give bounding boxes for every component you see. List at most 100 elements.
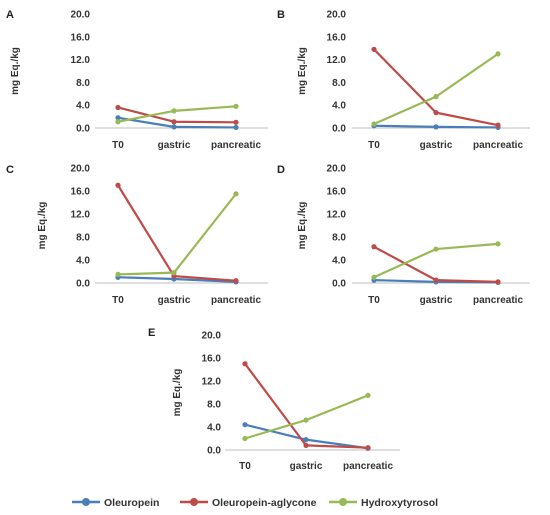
x-tick-label: gastric: [158, 295, 191, 306]
series-line: [373, 245, 499, 283]
legend-item-oleuropein: Oleuropein: [72, 497, 159, 509]
x-tick-label: T0: [239, 461, 251, 472]
x-tick-label: gastric: [420, 295, 453, 306]
x-tick-label: pancreatic: [473, 140, 523, 151]
x-tick-label: gastric: [420, 140, 453, 151]
data-point: [495, 51, 501, 57]
legend-swatch-marker: [190, 498, 198, 506]
x-tick-label: gastric: [290, 461, 323, 472]
data-point: [371, 46, 377, 52]
data-point: [233, 191, 239, 197]
chart-panel-c: Cmg Eq./kg 0.0 4.0 8.0 12.0 16.0 20.0 T0 gastric…: [6, 164, 268, 306]
y-tick-label: 0.0: [76, 124, 90, 135]
y-tick-label: 8.0: [332, 78, 346, 89]
data-point: [365, 392, 371, 398]
legend-item-hydroxytyrosol: Hydroxytyrosol: [329, 497, 438, 509]
data-point: [495, 241, 501, 247]
y-tick-label: 20.0: [71, 10, 91, 21]
y-tick-label: 0.0: [332, 279, 346, 290]
x-tick-label: T0: [112, 140, 124, 151]
y-tick-label: 16.0: [202, 354, 222, 365]
panel-letter: C: [6, 164, 14, 176]
series-line: [117, 184, 237, 282]
legend: Oleuropein Oleuropein-aglycone Hydroxytyro…: [72, 497, 438, 509]
panel-letter: E: [148, 327, 155, 339]
y-tick-label: 16.0: [71, 32, 91, 43]
y-tick-label: 4.0: [76, 101, 90, 112]
x-tick-label: T0: [368, 295, 380, 306]
series-oleuropein: [115, 115, 239, 131]
y-axis-label: mg Eq./kg: [297, 47, 308, 95]
data-point: [115, 182, 121, 188]
data-point: [171, 124, 177, 130]
y-tick-label: 8.0: [76, 233, 90, 244]
y-axis-label: mg Eq./kg: [172, 369, 183, 417]
chart-panel-d: Dmg Eq./kg 0.0 4.0 8.0 12.0 16.0 20.0 T0 gastric…: [277, 164, 530, 306]
series-hydroxytyrosol: [242, 392, 371, 442]
data-point: [242, 422, 248, 428]
series-oleuropein-aglycone: [242, 361, 371, 451]
y-tick-label: 20.0: [202, 331, 222, 342]
data-point: [433, 124, 439, 130]
y-tick-label: 4.0: [332, 256, 346, 267]
series-oleuropein-aglycone: [371, 46, 501, 128]
data-point: [371, 121, 377, 127]
data-point: [233, 278, 239, 284]
y-axis-label: mg Eq./kg: [10, 47, 21, 95]
legend-label: Oleuropein-aglycone: [212, 497, 317, 509]
x-tick-label: T0: [112, 295, 124, 306]
y-tick-label: 20.0: [327, 164, 347, 175]
data-point: [365, 445, 371, 451]
data-point: [242, 435, 248, 442]
chart-panel-e: Emg Eq./kg 0.0 4.0 8.0 12.0 16.0 20.0 T0 gastric…: [148, 327, 400, 472]
data-point: [495, 122, 501, 128]
legend-swatch-marker: [339, 498, 347, 506]
y-tick-label: 12.0: [202, 377, 222, 388]
legend-item-oleuropein-aglycone: Oleuropein-aglycone: [180, 497, 317, 509]
series-hydroxytyrosol: [371, 241, 501, 280]
data-point: [495, 279, 501, 285]
y-tick-label: 16.0: [327, 32, 347, 43]
y-tick-label: 4.0: [207, 423, 221, 434]
data-point: [115, 119, 121, 125]
data-point: [433, 246, 439, 252]
y-tick-label: 0.0: [207, 446, 221, 457]
x-tick-label: T0: [368, 140, 380, 151]
data-point: [233, 124, 239, 131]
series-oleuropein: [371, 123, 501, 131]
y-tick-label: 16.0: [71, 187, 91, 198]
y-tick-label: 4.0: [76, 256, 90, 267]
data-point: [171, 119, 177, 125]
y-axis-label: mg Eq./kg: [297, 202, 308, 250]
data-point: [433, 110, 439, 116]
data-point: [303, 437, 309, 443]
data-point: [303, 442, 309, 448]
data-point: [233, 119, 239, 125]
y-tick-label: 4.0: [332, 101, 346, 112]
series-hydroxytyrosol: [115, 103, 239, 125]
x-tick-label: gastric: [158, 140, 191, 151]
y-tick-label: 20.0: [71, 164, 91, 175]
y-axis-label: mg Eq./kg: [37, 202, 48, 250]
data-point: [433, 94, 439, 100]
y-tick-label: 12.0: [71, 55, 91, 66]
y-tick-label: 8.0: [332, 233, 346, 244]
series-line: [117, 105, 237, 123]
legend-label: Oleuropein: [104, 497, 159, 509]
panel-letter: B: [277, 9, 285, 21]
series-line: [244, 363, 369, 449]
chart-panel-b: Bmg Eq./kg 0.0 4.0 8.0 12.0 16.0 20.0 T0 gastric…: [277, 9, 530, 151]
x-tick-label: pancreatic: [211, 140, 261, 151]
y-tick-label: 8.0: [207, 400, 221, 411]
y-tick-label: 12.0: [327, 55, 347, 66]
series-hydroxytyrosol: [115, 191, 239, 277]
series-oleuropein-aglycone: [371, 244, 501, 285]
x-tick-label: pancreatic: [211, 295, 261, 306]
y-tick-label: 16.0: [327, 187, 347, 198]
series-line: [117, 193, 237, 276]
series-oleuropein-aglycone: [115, 182, 239, 284]
data-point: [115, 271, 121, 277]
data-point: [371, 244, 377, 250]
data-point: [433, 277, 439, 283]
